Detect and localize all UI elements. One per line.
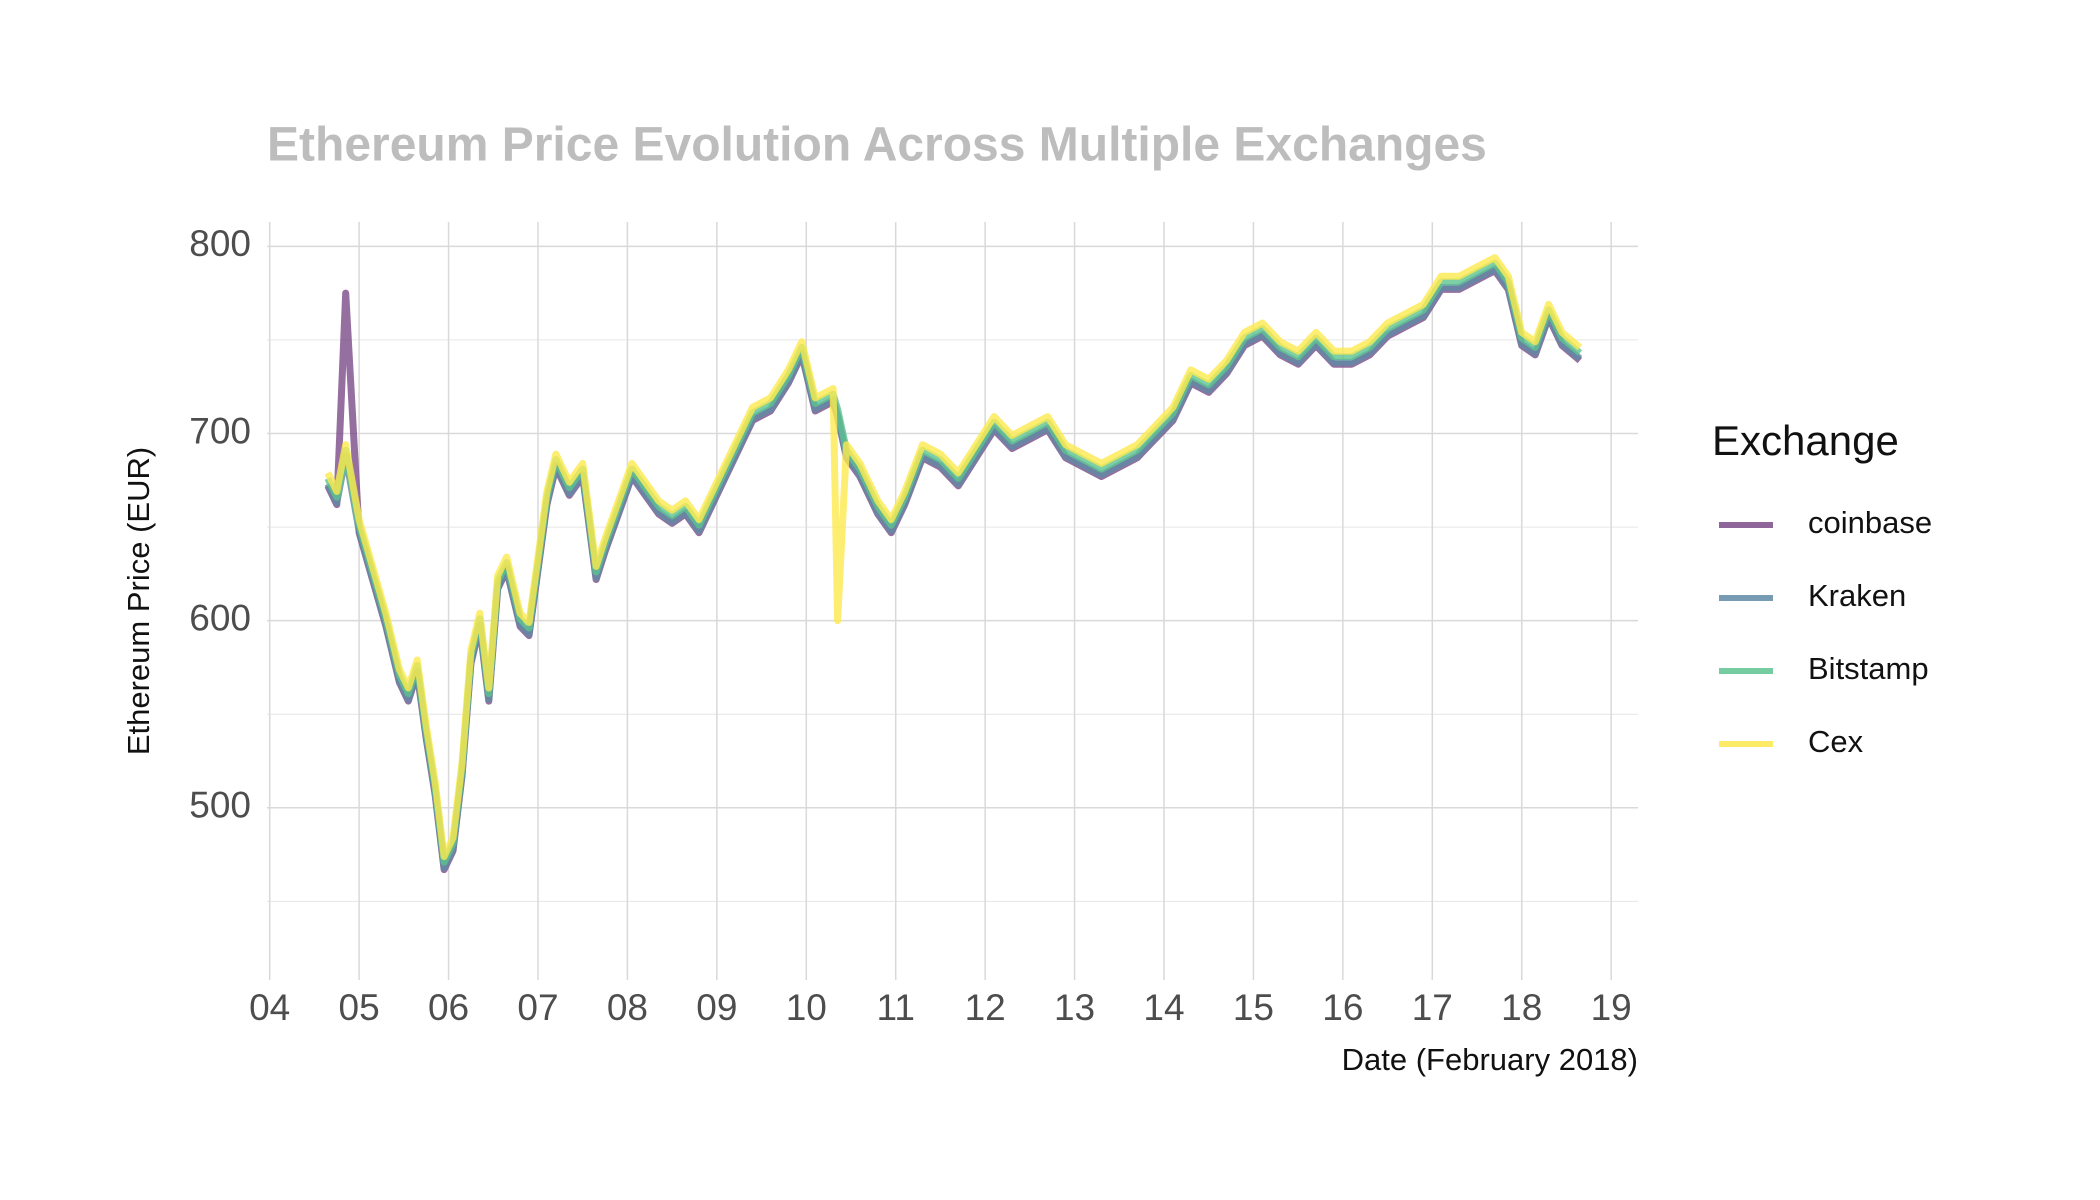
legend-label: Kraken	[1808, 578, 1906, 613]
x-tick-label: 13	[1054, 987, 1095, 1028]
y-tick-label: 500	[189, 785, 251, 826]
legend-label: coinbase	[1808, 505, 1932, 540]
legend-title: Exchange	[1712, 417, 1899, 464]
x-tick-label: 05	[339, 987, 380, 1028]
series-line	[324, 265, 1583, 872]
x-tick-label: 08	[607, 987, 648, 1028]
x-tick-label: 18	[1501, 987, 1542, 1028]
legend-label: Cex	[1808, 724, 1864, 759]
x-tick-label: 15	[1233, 987, 1274, 1028]
y-axis-label: Ethereum Price (EUR)	[121, 447, 156, 755]
y-tick-label: 800	[189, 223, 251, 264]
y-tick-label: 700	[189, 410, 251, 451]
x-tick-label: 09	[696, 987, 737, 1028]
x-tick-label: 04	[249, 987, 290, 1028]
x-tick-label: 06	[428, 987, 469, 1028]
y-tick-label: 600	[189, 597, 251, 638]
legend-label: Bitstamp	[1808, 651, 1929, 686]
series-line	[324, 254, 1583, 860]
series-line	[324, 259, 1583, 866]
chart-title: Ethereum Price Evolution Across Multiple…	[267, 119, 1487, 172]
x-tick-label: 12	[965, 987, 1006, 1028]
x-tick-label: 16	[1322, 987, 1363, 1028]
x-axis-label: Date (February 2018)	[1342, 1042, 1638, 1077]
series-line	[324, 267, 1583, 874]
x-tick-label: 11	[876, 987, 914, 1028]
x-tick-label: 14	[1143, 987, 1184, 1028]
x-tick-label: 10	[786, 987, 827, 1028]
x-tick-label: 19	[1591, 987, 1632, 1028]
x-tick-label: 07	[517, 987, 558, 1028]
x-tick-label: 17	[1412, 987, 1453, 1028]
